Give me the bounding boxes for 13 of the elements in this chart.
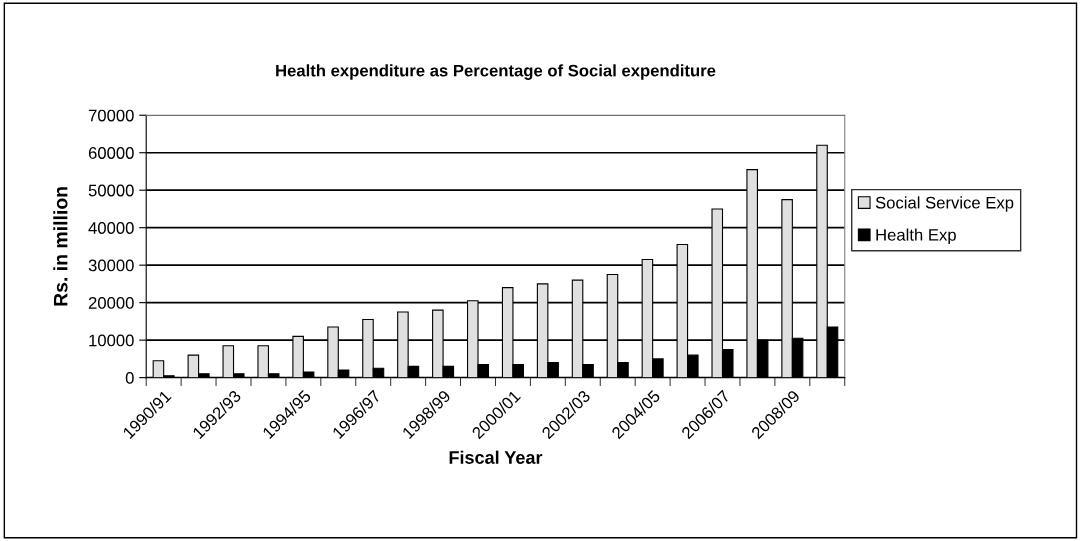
y-tick-label: 50000 [88,184,134,197]
y-axis-title: Rs. in million [53,187,68,306]
y-tick-label: 10000 [89,334,134,347]
y-tick-label: 60000 [88,147,134,159]
y-tick-label: 0 [125,372,134,384]
chart-title: Health expenditure as Percentage of Social expenditure [276,64,716,80]
y-tick-label: 20000 [88,297,134,309]
legend-label: Health Exp [876,228,956,245]
y-tick-label: 30000 [88,259,134,272]
x-axis-title: Fiscal Year [449,450,543,464]
legend-label: Social Service Exp [875,196,1014,212]
y-tick-label: 40000 [88,222,134,234]
y-tick-label: 70000 [88,109,134,122]
